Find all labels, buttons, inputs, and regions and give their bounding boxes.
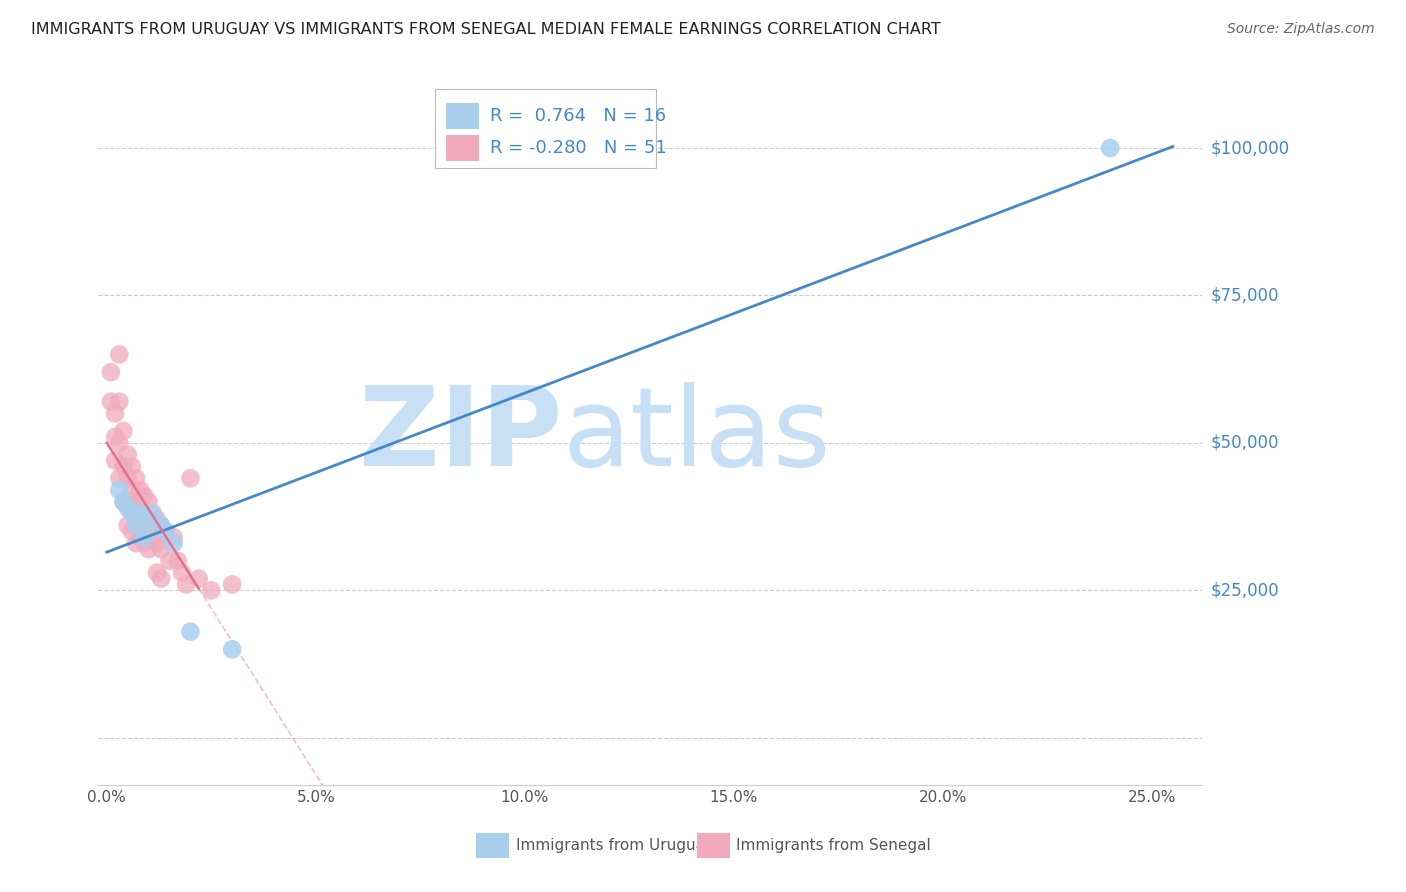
Point bbox=[112, 495, 135, 509]
Point bbox=[125, 512, 148, 526]
Point bbox=[163, 530, 186, 544]
Point bbox=[117, 448, 139, 462]
Point bbox=[159, 554, 181, 568]
Point bbox=[221, 642, 243, 657]
Point bbox=[117, 500, 139, 515]
Point bbox=[108, 483, 131, 497]
Point bbox=[142, 507, 165, 521]
Point bbox=[117, 471, 139, 485]
Text: R = -0.280   N = 51: R = -0.280 N = 51 bbox=[491, 139, 666, 157]
Point bbox=[187, 572, 209, 586]
Point bbox=[125, 471, 148, 485]
Point bbox=[104, 430, 127, 444]
Point bbox=[138, 518, 160, 533]
FancyBboxPatch shape bbox=[434, 89, 655, 168]
Point bbox=[129, 507, 152, 521]
Text: $100,000: $100,000 bbox=[1211, 139, 1289, 157]
Point bbox=[108, 471, 131, 485]
Point bbox=[134, 536, 156, 550]
Text: Immigrants from Senegal: Immigrants from Senegal bbox=[737, 838, 931, 853]
Point bbox=[150, 542, 173, 557]
Point bbox=[155, 524, 177, 539]
Point bbox=[129, 483, 152, 497]
Point bbox=[146, 566, 169, 580]
Point bbox=[146, 536, 169, 550]
Bar bbox=[475, 833, 509, 858]
Point bbox=[179, 624, 201, 639]
Bar bbox=[696, 833, 730, 858]
Point bbox=[155, 524, 177, 539]
Text: $25,000: $25,000 bbox=[1211, 582, 1279, 599]
Point bbox=[121, 483, 143, 497]
Point bbox=[125, 536, 148, 550]
Point bbox=[142, 530, 165, 544]
Text: IMMIGRANTS FROM URUGUAY VS IMMIGRANTS FROM SENEGAL MEDIAN FEMALE EARNINGS CORREL: IMMIGRANTS FROM URUGUAY VS IMMIGRANTS FR… bbox=[31, 22, 941, 37]
Point bbox=[121, 524, 143, 539]
Text: atlas: atlas bbox=[562, 382, 831, 489]
Point bbox=[1099, 141, 1122, 155]
Point bbox=[112, 459, 135, 474]
Point bbox=[104, 406, 127, 420]
Point bbox=[134, 530, 156, 544]
Point bbox=[121, 500, 143, 515]
Point bbox=[150, 572, 173, 586]
Text: R =  0.764   N = 16: R = 0.764 N = 16 bbox=[491, 107, 666, 125]
Bar bbox=[446, 103, 479, 129]
Text: $75,000: $75,000 bbox=[1211, 286, 1279, 304]
Point bbox=[166, 554, 188, 568]
Bar bbox=[446, 135, 479, 161]
Point bbox=[174, 577, 197, 591]
Point bbox=[100, 394, 122, 409]
Point bbox=[108, 394, 131, 409]
Point bbox=[221, 577, 243, 591]
Text: $50,000: $50,000 bbox=[1211, 434, 1279, 452]
Point bbox=[100, 365, 122, 379]
Point bbox=[121, 459, 143, 474]
Text: Immigrants from Uruguay: Immigrants from Uruguay bbox=[516, 838, 714, 853]
Point bbox=[112, 495, 135, 509]
Point bbox=[121, 507, 143, 521]
Point bbox=[125, 495, 148, 509]
Text: ZIP: ZIP bbox=[359, 382, 562, 489]
Point bbox=[150, 518, 173, 533]
Point bbox=[200, 583, 222, 598]
Point bbox=[108, 436, 131, 450]
Point bbox=[142, 507, 165, 521]
Point bbox=[138, 495, 160, 509]
Point bbox=[104, 453, 127, 467]
Point bbox=[179, 471, 201, 485]
Point bbox=[150, 518, 173, 533]
Point bbox=[134, 489, 156, 503]
Point bbox=[112, 424, 135, 438]
Point bbox=[138, 542, 160, 557]
Point bbox=[117, 518, 139, 533]
Text: Source: ZipAtlas.com: Source: ZipAtlas.com bbox=[1227, 22, 1375, 37]
Point bbox=[108, 347, 131, 361]
Point bbox=[146, 512, 169, 526]
Point bbox=[138, 512, 160, 526]
Point bbox=[129, 507, 152, 521]
Point bbox=[125, 518, 148, 533]
Point bbox=[163, 536, 186, 550]
Point bbox=[117, 495, 139, 509]
Point bbox=[170, 566, 193, 580]
Point bbox=[134, 512, 156, 526]
Point bbox=[129, 530, 152, 544]
